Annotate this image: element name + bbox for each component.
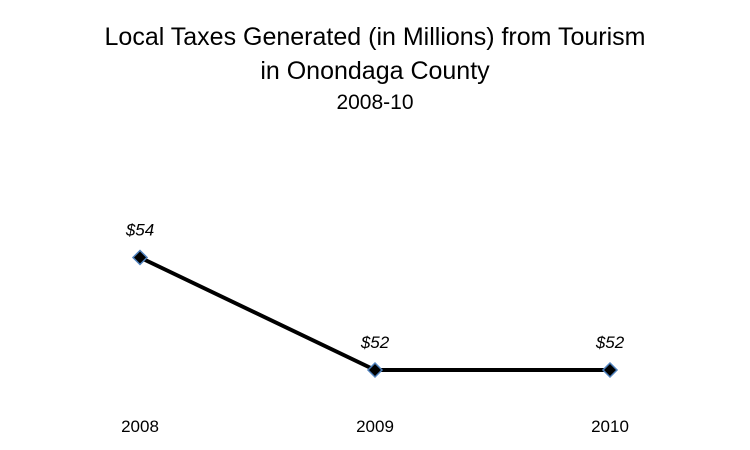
series-line-0 [139, 255, 610, 372]
chart-subtitle: 2008-10 [336, 91, 414, 114]
data-label-2010: $52 [595, 333, 625, 352]
data-label-2009: $52 [360, 333, 390, 352]
data-point-marker-2009 [366, 361, 384, 379]
data-point-marker-2010 [601, 361, 619, 379]
chart-title-line-2: in Onondaga County [260, 57, 490, 85]
x-tick-label-2008: 2008 [121, 417, 159, 436]
chart-title-block: Local Taxes Generated (in Millions) from… [0, 20, 750, 118]
x-tick-label-2009: 2009 [356, 417, 394, 436]
data-label-2008: $54 [125, 221, 154, 240]
data-point-marker-2008 [131, 249, 149, 266]
x-tick-label-2010: 2010 [591, 417, 629, 436]
chart-title: Local Taxes Generated (in Millions) from… [104, 23, 646, 51]
